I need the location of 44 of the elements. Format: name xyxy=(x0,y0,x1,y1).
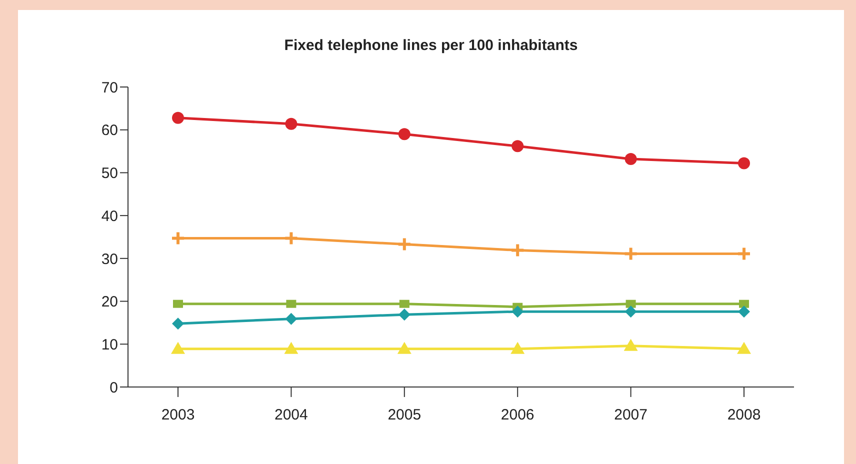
point xyxy=(738,157,750,170)
y-tick-label: 40 xyxy=(101,208,118,225)
point xyxy=(736,246,752,262)
point xyxy=(738,306,750,318)
point xyxy=(398,308,410,321)
point xyxy=(512,140,524,152)
point xyxy=(399,300,410,308)
point xyxy=(284,230,299,246)
point xyxy=(737,342,751,354)
point xyxy=(173,300,183,308)
y-tick-label: 10 xyxy=(101,336,118,354)
point xyxy=(626,300,636,308)
point xyxy=(286,300,296,308)
x-tick-label: 2007 xyxy=(614,406,648,424)
point xyxy=(172,112,184,124)
point xyxy=(285,312,298,325)
point xyxy=(739,300,749,308)
x-tick-label: 2004 xyxy=(274,406,308,424)
point xyxy=(285,118,298,130)
point xyxy=(171,342,185,354)
point xyxy=(398,128,410,140)
y-tick-label: 60 xyxy=(101,122,118,140)
point xyxy=(396,236,412,252)
x-tick-label: 2005 xyxy=(388,406,422,424)
point xyxy=(512,306,524,318)
y-tick-label: 0 xyxy=(110,379,118,396)
y-tick-label: 30 xyxy=(101,250,118,268)
point xyxy=(510,342,525,354)
y-tick-label: 70 xyxy=(101,79,118,96)
point xyxy=(170,230,186,246)
point xyxy=(172,318,184,330)
point xyxy=(623,246,638,262)
x-tick-label: 2006 xyxy=(500,406,534,424)
point xyxy=(624,153,637,165)
chart-title: Fixed telephone lines per 100 inhabitants xyxy=(283,37,579,54)
point xyxy=(624,306,637,318)
point xyxy=(510,242,526,258)
x-tick-label: 2008 xyxy=(727,406,761,424)
point xyxy=(624,338,638,351)
x-tick-label: 2003 xyxy=(161,406,195,424)
y-tick-label: 50 xyxy=(101,165,118,182)
point xyxy=(284,342,298,354)
point xyxy=(397,342,412,354)
y-tick-label: 20 xyxy=(101,294,118,311)
